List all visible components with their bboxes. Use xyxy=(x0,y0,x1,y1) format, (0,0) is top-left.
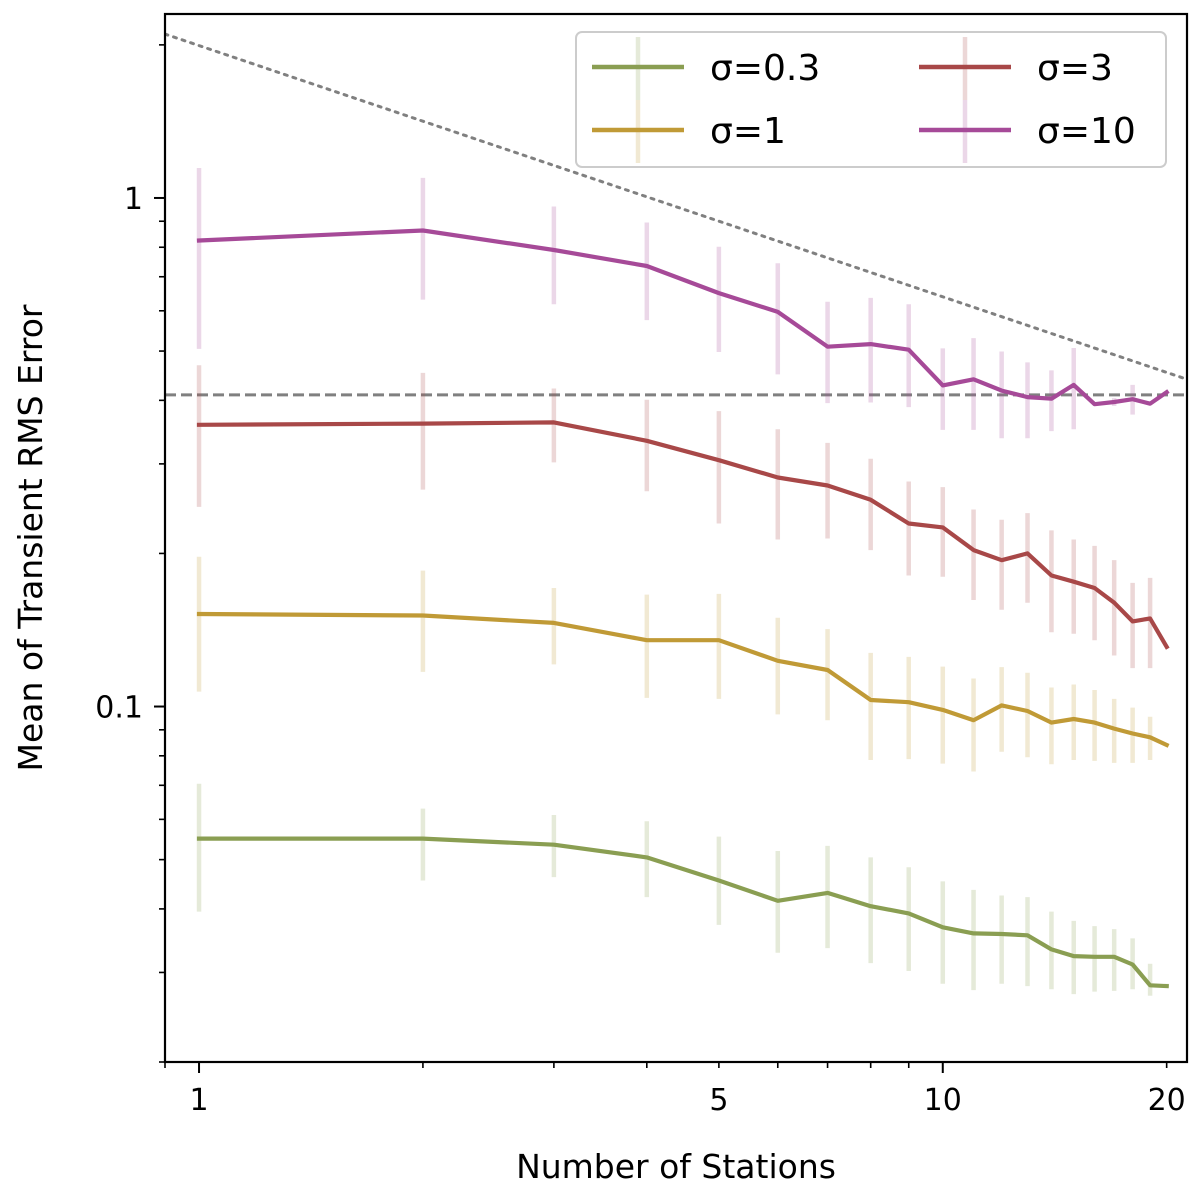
legend-item-1: σ=0.3 xyxy=(592,37,820,100)
plot-frame xyxy=(163,12,1189,1064)
legend-box xyxy=(575,31,1167,168)
error-bars-series-2 xyxy=(196,556,1153,772)
x-axis-label: Number of Stations xyxy=(516,1147,836,1186)
series-line-4 xyxy=(196,228,1170,407)
x-tick-label: 10 xyxy=(924,1083,962,1118)
error-bars xyxy=(196,168,1169,996)
legend-item-3: σ=3 xyxy=(919,37,1113,100)
legend: σ=0.3 σ=1 σ=3 σ=10 xyxy=(575,31,1167,168)
series-line-2 xyxy=(196,611,1170,748)
error-bars-series-1 xyxy=(196,783,1169,996)
series-line-1 xyxy=(196,836,1169,989)
x-tick-label: 1 xyxy=(189,1083,208,1118)
series-lines xyxy=(196,228,1170,989)
x-tick-label: 5 xyxy=(709,1083,728,1118)
legend-label: σ=0.3 xyxy=(710,48,820,89)
legend-item-4: σ=10 xyxy=(919,100,1136,163)
legend-label: σ=1 xyxy=(710,111,786,152)
y-axis: 0.11 xyxy=(95,44,165,1063)
y-tick-label: 0.1 xyxy=(95,691,143,726)
y-axis-label: Mean of Transient RMS Error xyxy=(11,304,50,771)
legend-item-2: σ=1 xyxy=(592,100,786,163)
series-line-3 xyxy=(196,420,1170,650)
error-bars-series-3 xyxy=(196,365,1153,669)
x-axis: 1 5 10 20 xyxy=(164,1062,1186,1118)
legend-label: σ=10 xyxy=(1037,111,1136,152)
x-tick-label: 20 xyxy=(1148,1083,1186,1118)
reference-line-dotted xyxy=(165,32,1187,381)
legend-label: σ=3 xyxy=(1037,48,1113,89)
y-tick-label: 1 xyxy=(124,182,143,217)
error-bars-series-4 xyxy=(196,168,1135,439)
